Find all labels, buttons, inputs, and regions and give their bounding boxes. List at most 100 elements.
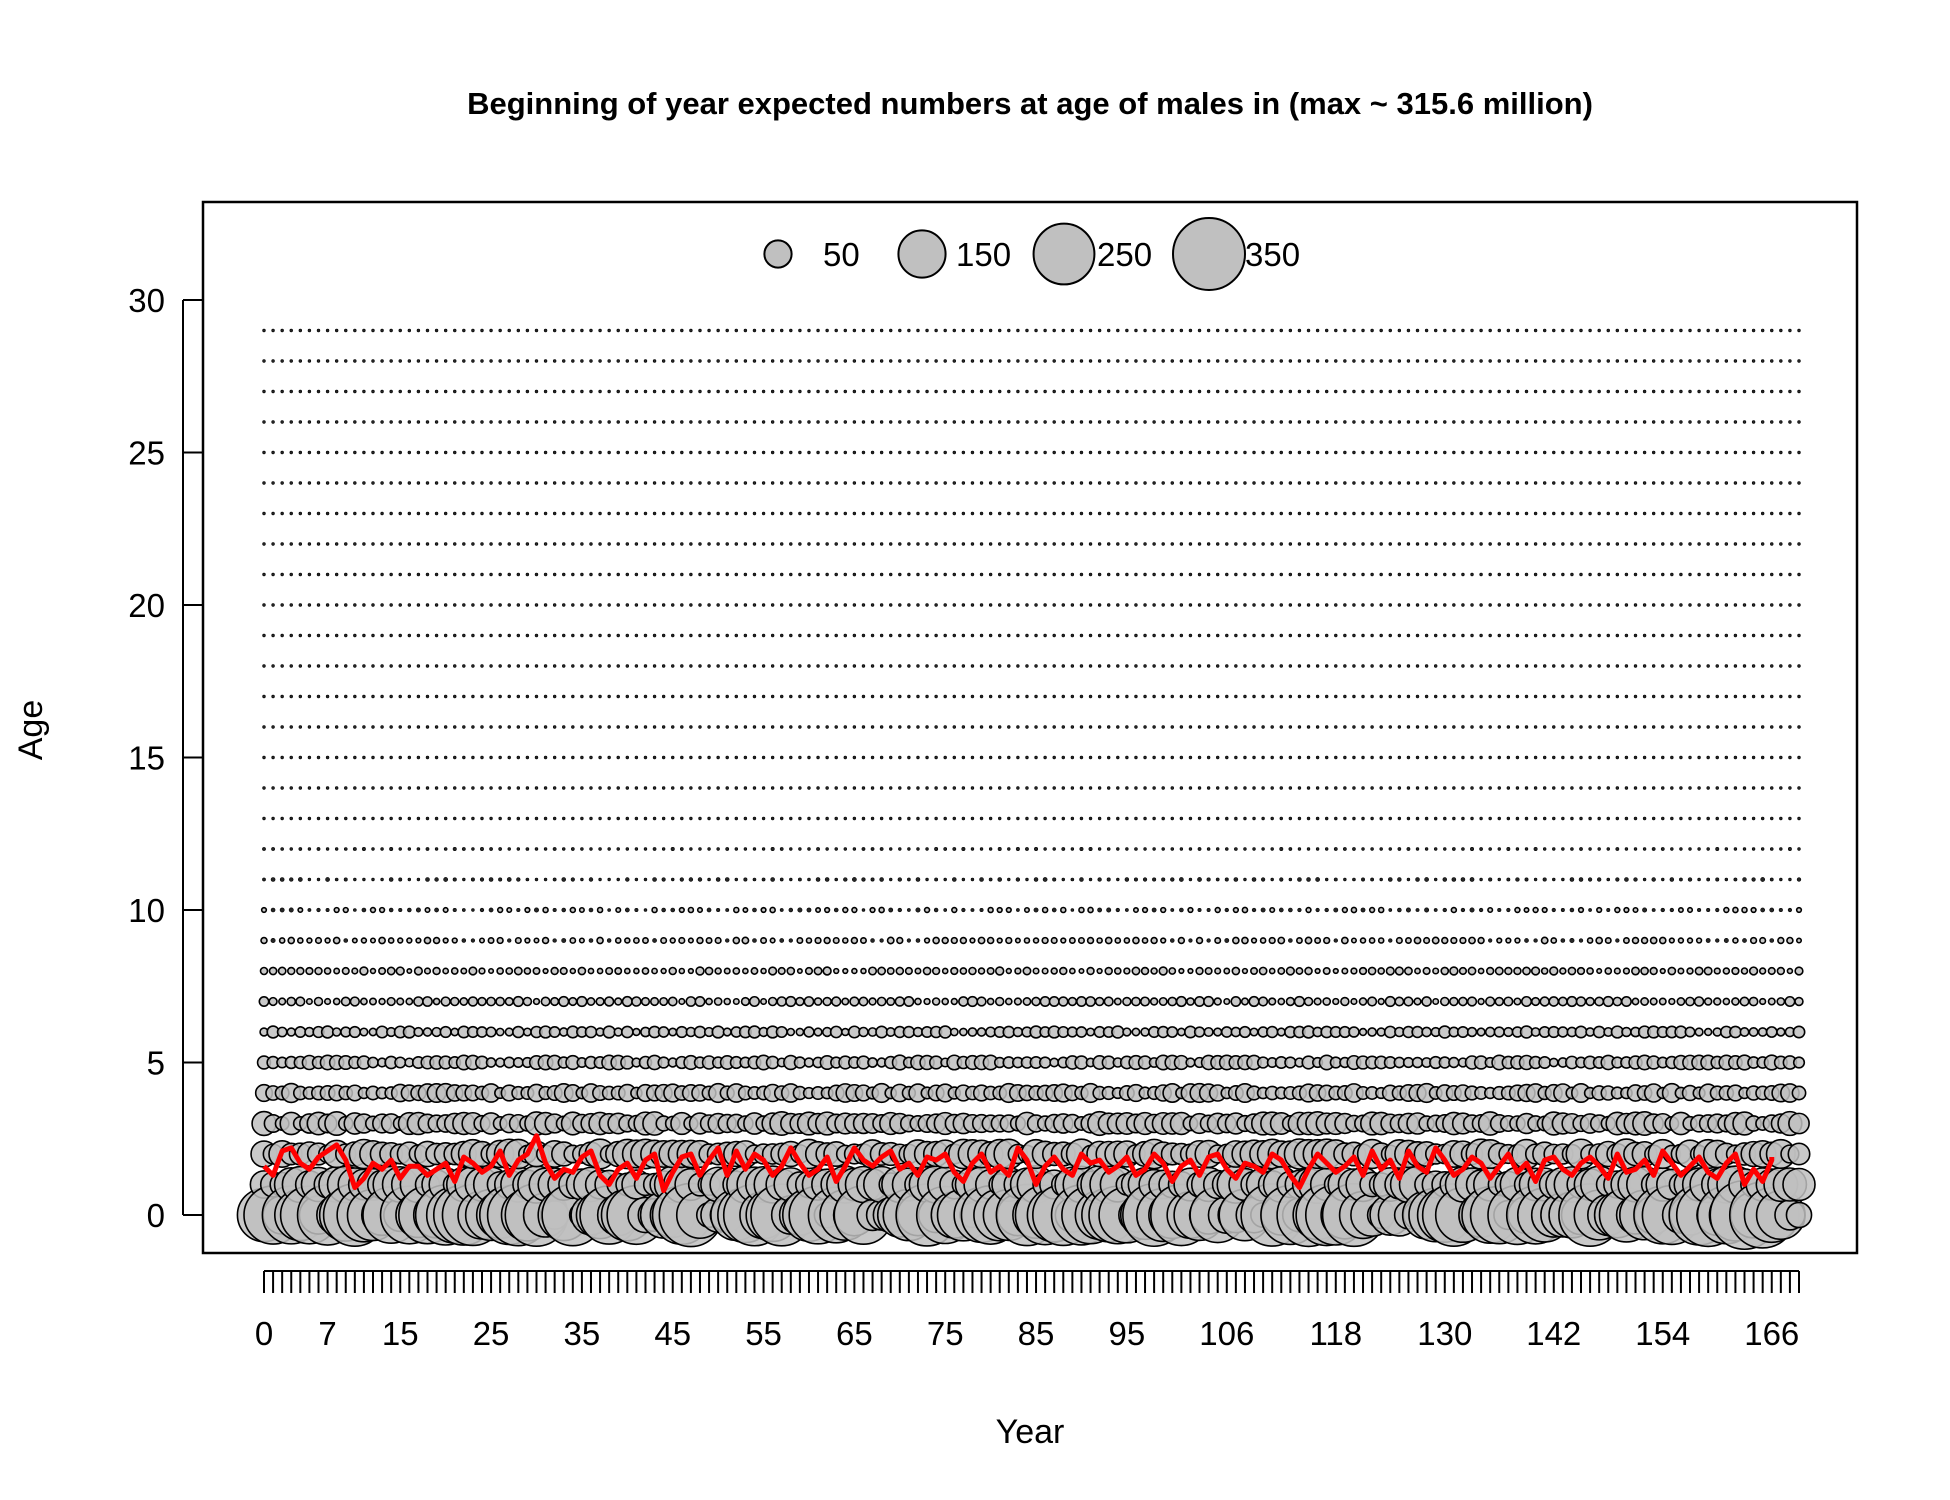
bubble	[1225, 816, 1229, 821]
bubble	[507, 694, 511, 699]
bubble	[1223, 967, 1231, 975]
bubble	[670, 846, 675, 852]
bubble	[952, 816, 956, 821]
bubble	[958, 996, 969, 1007]
bubble	[849, 996, 860, 1007]
bubble	[607, 847, 611, 851]
bubble	[642, 937, 649, 944]
bubble	[380, 755, 384, 760]
bubble	[1007, 725, 1011, 729]
bubble	[707, 755, 711, 760]
bubble	[1206, 877, 1211, 882]
bubble	[1497, 389, 1501, 394]
bubble	[489, 450, 493, 455]
bubble	[1352, 359, 1356, 363]
bubble	[1188, 786, 1193, 790]
bubble	[907, 328, 911, 333]
bubble	[1552, 389, 1556, 394]
bubble	[661, 359, 666, 363]
bubble	[1233, 877, 1239, 882]
bubble	[534, 755, 539, 760]
bubble	[1140, 1027, 1150, 1037]
bubble	[861, 572, 866, 577]
bubble	[316, 328, 321, 333]
bubble	[1615, 511, 1620, 516]
bubble	[386, 966, 396, 976]
bubble	[471, 816, 475, 821]
bubble	[1597, 847, 1601, 851]
bubble	[625, 694, 630, 699]
bubble	[1760, 847, 1765, 851]
bubble	[1170, 725, 1174, 729]
bubble	[943, 328, 947, 333]
bubble	[425, 847, 430, 851]
bubble	[1250, 966, 1259, 975]
bubble	[1679, 786, 1683, 790]
bubble	[1061, 359, 1065, 363]
bubble	[1769, 877, 1774, 882]
bubble	[522, 1027, 532, 1037]
bubble	[480, 786, 484, 790]
bubble	[371, 511, 375, 516]
bubble	[1604, 936, 1612, 945]
bubble	[571, 420, 575, 424]
bubble	[380, 328, 384, 333]
bubble	[1288, 725, 1293, 729]
bubble	[552, 450, 557, 455]
bubble	[1397, 328, 1402, 333]
bubble	[716, 847, 720, 851]
bubble	[977, 936, 986, 945]
bubble	[1268, 936, 1276, 945]
bubble	[607, 450, 611, 455]
bubble	[1760, 603, 1765, 607]
bubble	[816, 420, 820, 424]
bubble	[1088, 846, 1093, 851]
bubble	[413, 1026, 424, 1038]
bubble	[1097, 420, 1102, 424]
bubble	[689, 572, 693, 577]
bubble	[842, 967, 849, 975]
bubble	[616, 603, 620, 607]
bubble	[696, 936, 704, 945]
bubble	[1225, 359, 1229, 363]
bubble	[415, 937, 422, 944]
bubble	[852, 633, 857, 638]
bubble	[733, 906, 740, 914]
bubble	[1542, 328, 1547, 333]
bubble	[407, 725, 412, 729]
bubble	[1404, 937, 1412, 944]
bubble	[316, 877, 321, 882]
bubble	[1479, 359, 1483, 363]
bubble	[825, 389, 829, 394]
bubble	[1352, 877, 1356, 882]
bubble	[1679, 389, 1683, 394]
bubble	[589, 481, 593, 485]
bubble	[997, 877, 1002, 882]
bubble	[1016, 328, 1020, 333]
bubble	[298, 816, 303, 821]
bubble	[1424, 755, 1429, 760]
bubble	[407, 664, 412, 668]
bubble	[607, 328, 611, 333]
bubble	[325, 877, 330, 882]
bubble	[833, 967, 840, 975]
bubble	[1651, 755, 1656, 760]
bubble	[543, 420, 548, 424]
bubble	[994, 996, 1005, 1007]
bubble	[943, 725, 947, 729]
bubble	[416, 511, 421, 516]
bubble	[1588, 725, 1592, 729]
bubble	[453, 786, 457, 790]
bubble	[1070, 847, 1075, 851]
bubble	[1497, 633, 1501, 638]
bubble	[389, 694, 393, 699]
bubble	[1615, 542, 1620, 546]
bubble	[580, 877, 584, 882]
bubble	[1688, 511, 1692, 516]
bubble	[752, 786, 757, 790]
bubble	[780, 328, 784, 333]
bubble	[453, 389, 457, 394]
bubble	[1152, 664, 1156, 668]
bubble	[1742, 603, 1747, 607]
bubble	[625, 877, 630, 882]
